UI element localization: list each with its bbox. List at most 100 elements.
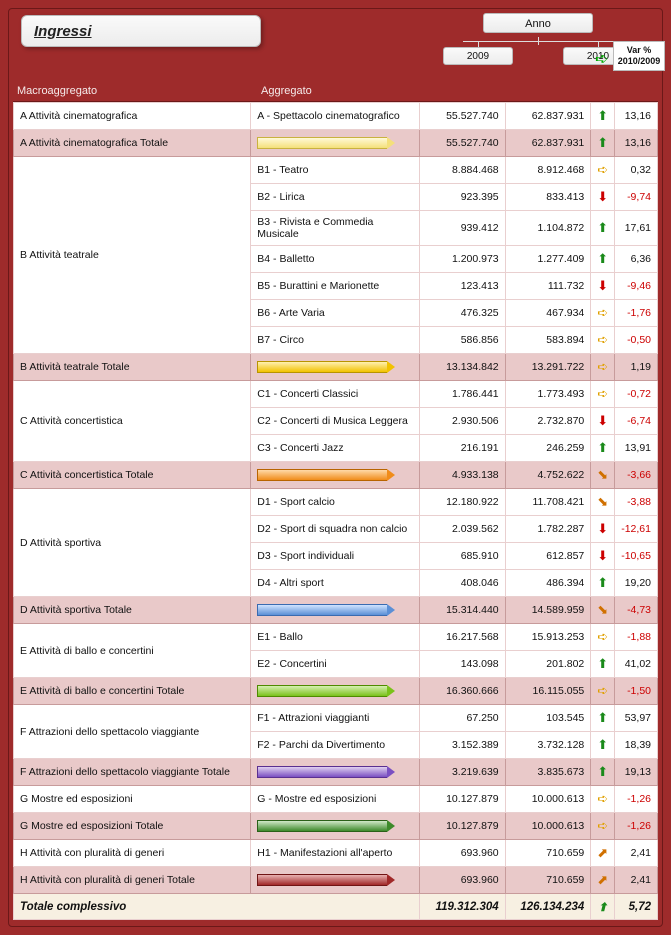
value-cell: 3.732.128 (505, 732, 591, 759)
agg-cell: C1 - Concerti Classici (251, 381, 420, 408)
variation-cell: 17,61 (615, 211, 658, 246)
value-cell: 710.659 (505, 867, 591, 894)
value-cell: 1.277.409 (505, 246, 591, 273)
agg-cell: B1 - Teatro (251, 157, 420, 184)
macro-cell: H Attività con pluralità di generi (14, 840, 251, 867)
variation-cell: -0,72 (615, 381, 658, 408)
trend-arrow-icon: ⬇ (591, 516, 615, 543)
value-cell: 4.933.138 (420, 462, 506, 489)
value-cell: 1.782.287 (505, 516, 591, 543)
value-cell: 67.250 (420, 705, 506, 732)
value-cell: 15.314.440 (420, 597, 506, 624)
value-cell: 246.259 (505, 435, 591, 462)
macro-cell: B Attività teatrale (14, 157, 251, 354)
value-cell: 2.039.562 (420, 516, 506, 543)
value-cell: 1.200.973 (420, 246, 506, 273)
variation-cell: 5,72 (615, 894, 658, 920)
trend-arrow-icon: ➪ (591, 381, 615, 408)
grand-label: Totale complessivo (14, 894, 420, 920)
trend-arrow-icon: ➪ (591, 157, 615, 184)
trend-arrow-icon: ⬆ (591, 705, 615, 732)
subtotal-bar (251, 130, 420, 157)
table-row: G Mostre ed esposizioniG - Mostre ed esp… (14, 786, 658, 813)
report-panel: Ingressi Anno 2009 2010 ➪ Var %2010/2009… (8, 8, 663, 927)
agg-cell: B5 - Burattini e Marionette (251, 273, 420, 300)
value-cell: 10.127.879 (420, 786, 506, 813)
trend-arrow-icon: ⬆ (591, 894, 615, 920)
value-cell: 2.732.870 (505, 408, 591, 435)
variation-cell: -1,26 (615, 786, 658, 813)
variation-cell: -10,65 (615, 543, 658, 570)
value-cell: 8.912.468 (505, 157, 591, 184)
agg-cell: D3 - Sport individuali (251, 543, 420, 570)
value-cell: 16.217.568 (420, 624, 506, 651)
variation-cell: -4,73 (615, 597, 658, 624)
var-header: Var %2010/2009 (613, 41, 665, 71)
trend-arrow-icon: ⬆ (591, 570, 615, 597)
trend-arrow-icon: ⬇ (591, 408, 615, 435)
report-title: Ingressi (34, 23, 92, 40)
subtotal-label: E Attività di ballo e concertini Totale (14, 678, 251, 705)
agg-cell: C2 - Concerti di Musica Leggera (251, 408, 420, 435)
agg-cell: A - Spettacolo cinematografico (251, 103, 420, 130)
value-cell: 3.152.389 (420, 732, 506, 759)
value-cell: 3.835.673 (505, 759, 591, 786)
table-row: F Attrazioni dello spettacolo viaggiante… (14, 759, 658, 786)
agg-cell: B6 - Arte Varia (251, 300, 420, 327)
table-row: Totale complessivo119.312.304126.134.234… (14, 894, 658, 920)
value-cell: 833.413 (505, 184, 591, 211)
header-agg: Aggregato (261, 85, 431, 97)
value-cell: 62.837.931 (505, 130, 591, 157)
variation-cell: 53,97 (615, 705, 658, 732)
variation-cell: -0,50 (615, 327, 658, 354)
trend-arrow-icon: ⬇ (591, 543, 615, 570)
value-cell: 216.191 (420, 435, 506, 462)
value-cell: 10.000.613 (505, 786, 591, 813)
subtotal-bar (251, 813, 420, 840)
header-macro: Macroaggregato (17, 85, 261, 97)
variation-cell: -1,50 (615, 678, 658, 705)
agg-cell: B4 - Balletto (251, 246, 420, 273)
agg-cell: F2 - Parchi da Divertimento (251, 732, 420, 759)
subtotal-label: B Attività teatrale Totale (14, 354, 251, 381)
agg-cell: E1 - Ballo (251, 624, 420, 651)
value-cell: 583.894 (505, 327, 591, 354)
trend-arrow-icon: ⬈ (591, 840, 615, 867)
value-cell: 16.115.055 (505, 678, 591, 705)
variation-cell: 13,91 (615, 435, 658, 462)
subtotal-label: D Attività sportiva Totale (14, 597, 251, 624)
agg-cell: C3 - Concerti Jazz (251, 435, 420, 462)
value-cell: 16.360.666 (420, 678, 506, 705)
value-cell: 1.104.872 (505, 211, 591, 246)
value-cell: 3.219.639 (420, 759, 506, 786)
value-cell: 710.659 (505, 840, 591, 867)
variation-cell: 13,16 (615, 130, 658, 157)
value-cell: 55.527.740 (420, 130, 506, 157)
variation-cell: 19,13 (615, 759, 658, 786)
agg-cell: D2 - Sport di squadra non calcio (251, 516, 420, 543)
table-row: D Attività sportivaD1 - Sport calcio12.1… (14, 489, 658, 516)
table-row: B Attività teatrale Totale13.134.84213.2… (14, 354, 658, 381)
macro-cell: F Attrazioni dello spettacolo viaggiante (14, 705, 251, 759)
macro-cell: E Attività di ballo e concertini (14, 624, 251, 678)
value-cell: 123.413 (420, 273, 506, 300)
macro-cell: G Mostre ed esposizioni (14, 786, 251, 813)
title-tab: Ingressi (21, 15, 261, 47)
table-row: G Mostre ed esposizioni Totale10.127.879… (14, 813, 658, 840)
subtotal-label: H Attività con pluralità di generi Total… (14, 867, 251, 894)
trend-arrow-icon: ⬇ (591, 184, 615, 211)
value-cell: 612.857 (505, 543, 591, 570)
trend-arrow-icon: ⬊ (591, 489, 615, 516)
var-arrow-icon: ➪ (595, 49, 608, 69)
trend-arrow-icon: ⬊ (591, 597, 615, 624)
year-parent: Anno (483, 13, 593, 33)
table-row: E Attività di ballo e concertiniE1 - Bal… (14, 624, 658, 651)
value-cell: 685.910 (420, 543, 506, 570)
trend-arrow-icon: ⬆ (591, 211, 615, 246)
value-cell: 486.394 (505, 570, 591, 597)
trend-arrow-icon: ➪ (591, 813, 615, 840)
variation-cell: -3,66 (615, 462, 658, 489)
agg-cell: F1 - Attrazioni viaggianti (251, 705, 420, 732)
column-headers: Macroaggregato Aggregato (13, 83, 658, 102)
table-row: A Attività cinematografica Totale55.527.… (14, 130, 658, 157)
